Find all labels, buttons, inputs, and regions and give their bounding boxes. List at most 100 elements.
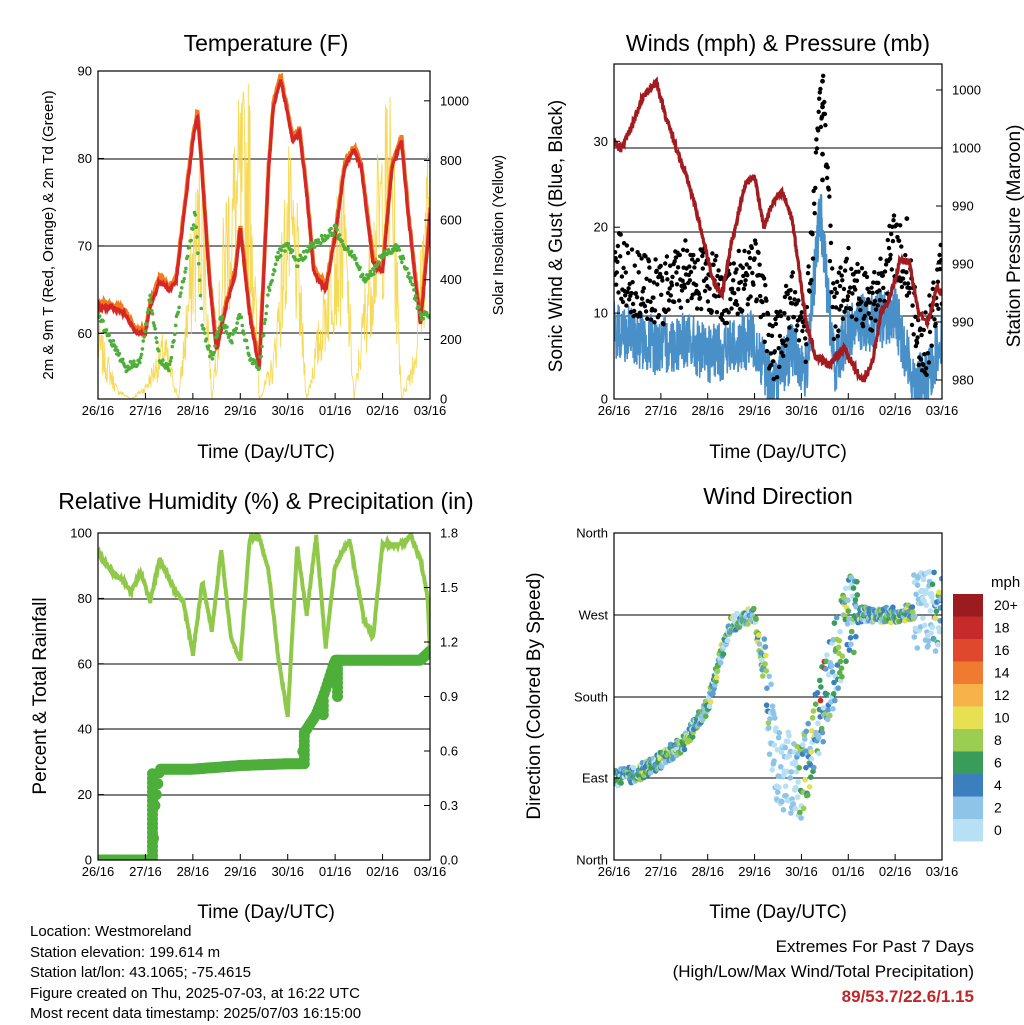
dewpoint-point [121, 357, 125, 362]
gust-point [638, 313, 643, 319]
speed-colorbar-label-4: 12 [994, 687, 1010, 703]
direction-point [787, 775, 793, 781]
dewpoint-point [253, 359, 257, 363]
gust-point [792, 297, 797, 302]
dewpoint-point [372, 268, 377, 273]
direction-left-tick-label-3: West [579, 608, 609, 623]
gust-point [696, 291, 702, 297]
humidity-right-tick-label-6: 1.8 [440, 526, 458, 541]
direction-point [936, 628, 942, 635]
gust-point [927, 293, 932, 298]
temperature-xtick-label-3: 29/16 [224, 403, 257, 418]
dewpoint-point [312, 241, 316, 246]
dewpoint-point [153, 327, 157, 331]
gust-point [673, 255, 679, 260]
dewpoint-point [144, 322, 149, 326]
temperature-ylabel-left: 2m & 9m T (Red, Orange) & 2m Td (Green) [40, 90, 57, 379]
humidity-xtick-label-6: 02/16 [366, 864, 399, 879]
temperature-xlabel: Time (Day/UTC) [197, 442, 335, 463]
dewpoint-point [152, 323, 157, 328]
dewpoint-point [421, 317, 426, 321]
direction-point [788, 810, 794, 816]
direction-point [788, 769, 795, 775]
gust-point [656, 313, 662, 318]
winds-ylabel-right: Station Pressure (Maroon) [1004, 125, 1024, 348]
humidity-xtick-label-3: 29/16 [224, 864, 257, 879]
direction-point [767, 716, 773, 722]
direction-point [839, 653, 846, 659]
gust-point [831, 336, 837, 342]
gust-point [664, 254, 670, 259]
winds-right-tick-label-1: 990 [952, 315, 974, 330]
direction-point [817, 697, 824, 704]
gust-point [937, 266, 942, 272]
gust-point [700, 266, 705, 271]
direction-point [925, 643, 931, 649]
direction-point [914, 645, 921, 651]
direction-point [938, 575, 942, 582]
gust-point [891, 213, 897, 218]
gust-point [855, 261, 860, 267]
dewpoint-point [260, 344, 264, 349]
direction-point [825, 707, 831, 713]
gust-point [666, 307, 671, 312]
relative-humidity-line [98, 533, 430, 718]
winds-plot-frame [613, 63, 943, 400]
direction-point [776, 730, 783, 736]
gust-outlier-point [820, 151, 825, 157]
direction-point [811, 764, 817, 771]
gust-point [886, 245, 892, 251]
direction-point [835, 685, 841, 691]
gust-point [625, 289, 630, 295]
gust-point [807, 289, 812, 294]
gust-point [827, 258, 833, 264]
direction-point [854, 579, 860, 585]
direction-point [817, 677, 823, 684]
gust-point [803, 336, 808, 341]
dewpoint-points [98, 210, 430, 374]
gust-point [697, 295, 703, 300]
direction-point [760, 673, 766, 679]
gust-point [729, 306, 734, 311]
gust-point [747, 255, 753, 261]
temperature-xtick-label-7: 03/16 [414, 403, 447, 418]
gust-point [931, 280, 936, 285]
direction-point [751, 605, 757, 612]
direction-point [848, 574, 855, 581]
gust-point [643, 254, 648, 259]
dewpoint-point [216, 329, 221, 334]
dewpoint-point [230, 341, 234, 345]
gust-point [814, 146, 820, 151]
direction-point [713, 674, 720, 681]
dewpoint-point [354, 256, 358, 261]
gust-point [890, 238, 896, 244]
direction-point [775, 789, 781, 795]
direction-point [839, 673, 845, 680]
gust-point [733, 299, 739, 304]
humidity-xtick-label-7: 03/16 [414, 864, 447, 879]
gust-point [875, 303, 880, 308]
dewpoint-point [414, 298, 419, 303]
gust-point [705, 299, 711, 304]
direction-point [753, 616, 759, 622]
dewpoint-point [111, 339, 116, 343]
gust-point [655, 282, 660, 287]
gust-point [637, 310, 643, 315]
gust-point [794, 328, 799, 333]
dewpoint-point [107, 333, 111, 338]
gust-point [896, 238, 902, 243]
direction-point [680, 742, 687, 748]
gust-point [661, 322, 666, 327]
winds-right-tick-label-5: 1000 [952, 83, 981, 98]
dewpoint-point [191, 227, 195, 231]
direction-point [823, 666, 829, 672]
dewpoint-point [191, 223, 196, 227]
direction-point [820, 705, 827, 711]
dewpoint-point [365, 273, 369, 277]
direction-point [812, 701, 819, 707]
dewpoint-point [270, 278, 275, 283]
dewpoint-point [366, 275, 371, 280]
speed-colorbar-swatch-7 [953, 751, 983, 774]
gust-point [930, 286, 935, 292]
